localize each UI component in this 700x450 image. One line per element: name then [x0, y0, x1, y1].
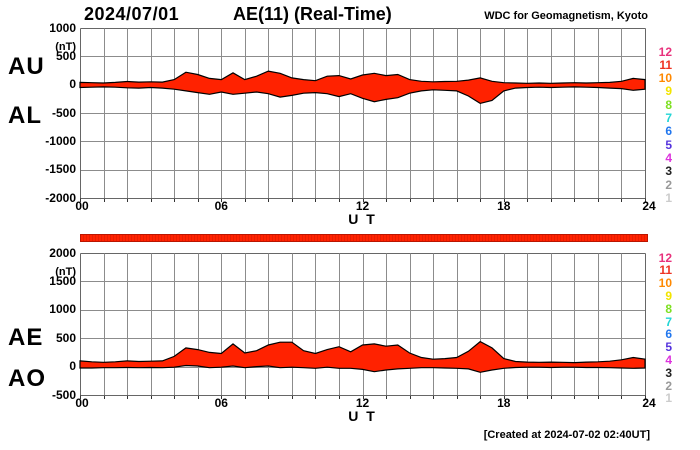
xtick-label: 18: [497, 396, 511, 410]
plot-date: 2024/07/01: [84, 4, 180, 24]
station-count-number: 8: [665, 97, 672, 112]
station-count-number: 12: [658, 250, 672, 265]
ytick-label: 0: [69, 77, 76, 92]
station-count-number: 2: [665, 378, 672, 393]
station-count-number: 10: [658, 71, 672, 86]
station-count-number: 4: [665, 352, 672, 367]
station-count-number: 7: [665, 111, 672, 125]
xtick-label: 24: [642, 396, 656, 410]
plot-title: AE(11) (Real-Time): [233, 4, 392, 24]
station-count-number: 10: [658, 276, 672, 291]
xtick-label: 00: [75, 396, 89, 410]
station-count-number: 9: [665, 84, 672, 99]
xtick-label: 18: [497, 199, 511, 213]
xtick-label: 12: [355, 396, 370, 410]
station-count-number: 4: [665, 150, 672, 165]
unit-label: (nT): [55, 41, 76, 53]
station-count-number: 6: [665, 327, 672, 342]
ytick-label: 1000: [49, 302, 76, 317]
station-count-number: 1: [665, 190, 672, 205]
ytick-label: 500: [55, 330, 76, 345]
xtick-label: 06: [214, 396, 228, 410]
station-count-number: 2: [665, 177, 672, 192]
xtick-label: 12: [355, 199, 370, 213]
ytick-label: -2000: [45, 190, 76, 205]
index-band-au-al: [79, 70, 646, 105]
ytick-label: -500: [51, 387, 76, 402]
ytick-label: 2000: [49, 245, 76, 260]
ytick-label: -1000: [45, 133, 76, 148]
label-al: AL: [8, 102, 42, 129]
station-count-number: 3: [665, 365, 672, 380]
label-au: AU: [8, 53, 45, 80]
ytick-label: 500: [55, 48, 76, 63]
station-count-number: 6: [665, 124, 672, 139]
ut-axis-label: U T: [348, 211, 377, 227]
station-count-number: 7: [665, 314, 672, 329]
station-count-number: 1: [665, 391, 672, 406]
plot-grid-svg-bottom: [79, 253, 646, 399]
station-count-number: 11: [659, 263, 672, 278]
station-count-number: 5: [665, 340, 672, 355]
ytick-label: 0: [69, 359, 76, 374]
ut-axis-label: U T: [348, 408, 377, 424]
xtick-label: 24: [642, 199, 656, 213]
station-count-number: 8: [665, 301, 672, 316]
ytick-label: 1000: [49, 20, 76, 35]
created-timestamp: [Created at 2024-07-02 02:40UT]: [483, 429, 650, 441]
station-count-number: 9: [665, 288, 672, 303]
ytick-label: -1500: [45, 162, 76, 177]
station-count-number: 11: [659, 57, 672, 72]
station-count-number: 12: [658, 44, 672, 59]
label-ae: AE: [8, 324, 44, 351]
plot-grid-svg-top: [79, 28, 646, 202]
station-count-number: 5: [665, 137, 672, 152]
data-availability-bar: [80, 234, 648, 242]
xtick-label: 06: [214, 199, 228, 213]
label-ao: AO: [8, 365, 46, 392]
station-count-number: 3: [665, 164, 672, 179]
xtick-label: 00: [75, 199, 89, 213]
index-band-ae-ao: [79, 340, 646, 373]
plot-credit: WDC for Geomagnetism, Kyoto: [484, 10, 648, 22]
ytick-label: 1500: [49, 273, 76, 288]
unit-label: (nT): [55, 266, 76, 278]
ytick-label: -500: [51, 105, 76, 120]
